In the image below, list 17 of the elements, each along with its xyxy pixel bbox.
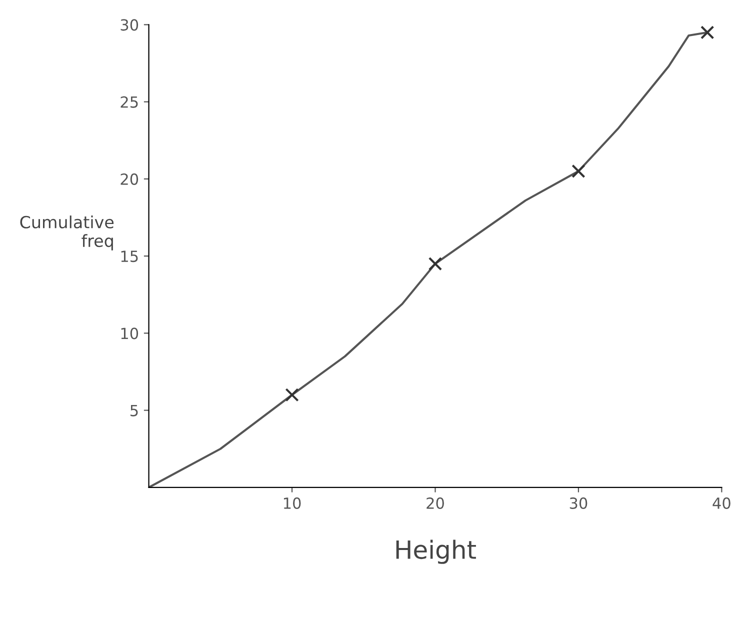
- x-tick-label: 20: [426, 497, 444, 509]
- point: [572, 164, 586, 178]
- line-series: [148, 31, 708, 488]
- x-tick-label: 10: [284, 497, 301, 509]
- point: [700, 26, 714, 40]
- y-axis-title: Cumulative freq: [20, 216, 114, 250]
- y-tick-label: 15: [121, 250, 138, 262]
- y-tick-label: 20: [120, 173, 138, 185]
- point: [428, 256, 442, 271]
- x-axis-title: Height: [396, 540, 476, 564]
- y-tick-label: 5: [130, 404, 138, 416]
- x-tick-label: 40: [712, 497, 730, 509]
- x-tick-label: 30: [570, 497, 588, 509]
- y-tick-label: 30: [120, 19, 138, 31]
- point: [285, 388, 299, 402]
- y-tick-label: 10: [121, 328, 138, 340]
- y-tick-label: 25: [120, 96, 138, 108]
